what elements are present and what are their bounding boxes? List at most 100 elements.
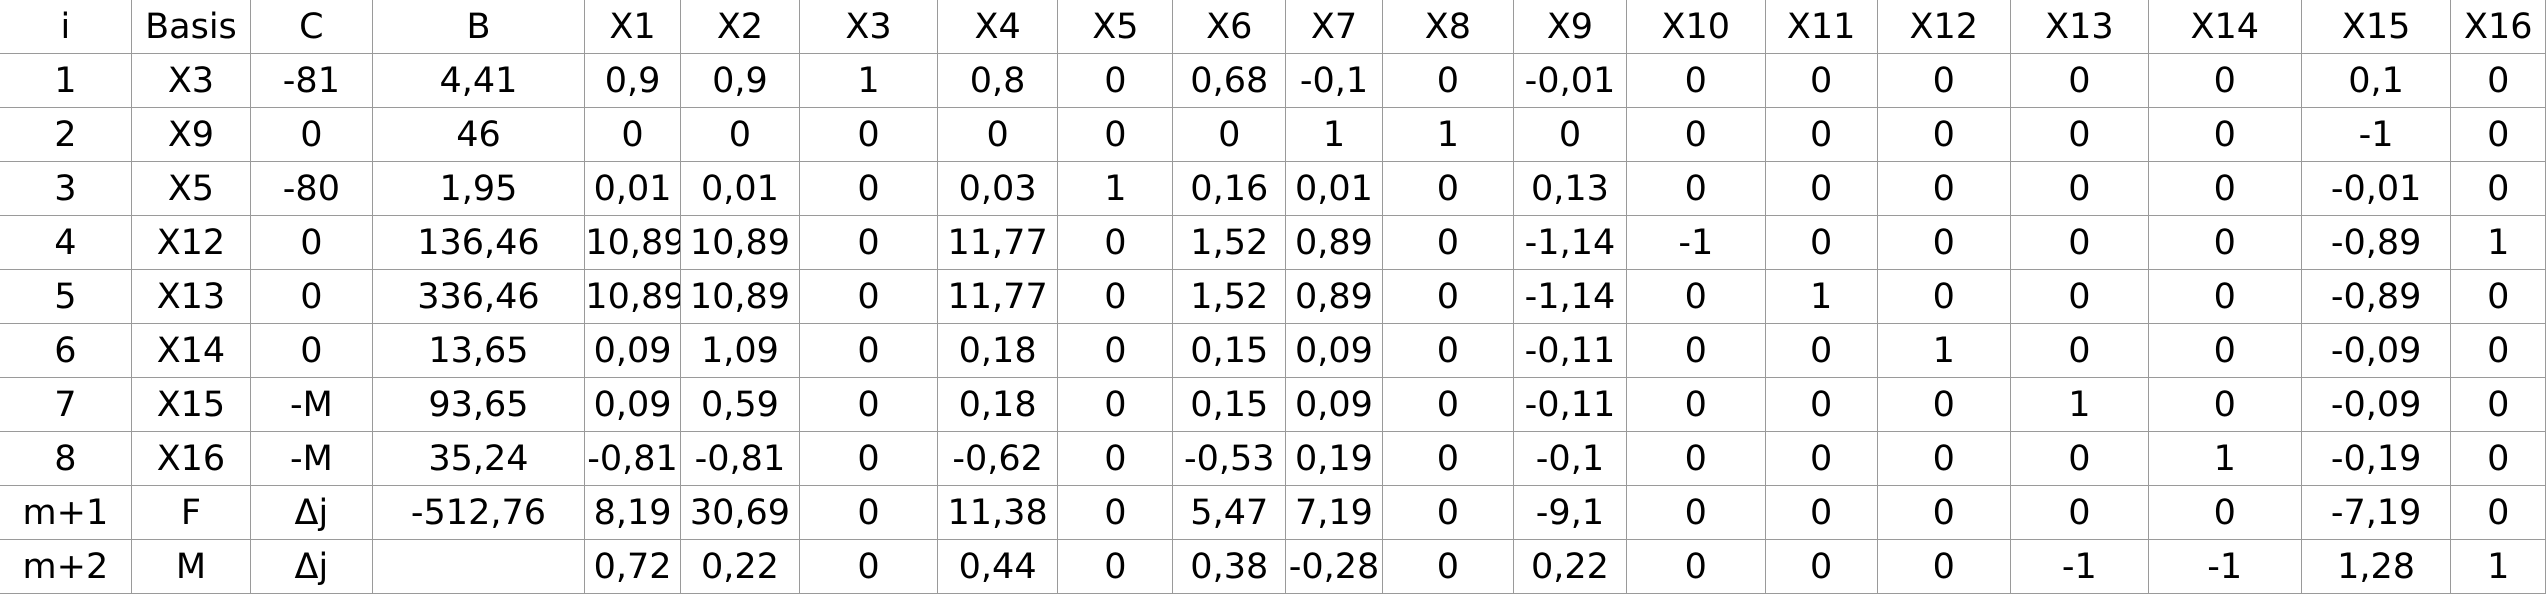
table-cell[interactable]: 0: [250, 323, 373, 378]
table-cell[interactable]: 0: [2009, 431, 2149, 486]
table-cell[interactable]: 1: [1764, 269, 1878, 324]
table-cell[interactable]: 0: [799, 323, 938, 378]
table-cell[interactable]: -M: [250, 431, 373, 486]
table-cell[interactable]: 11,38: [936, 485, 1059, 540]
table-cell[interactable]: -0,09: [2300, 323, 2452, 378]
table-cell[interactable]: 0: [1764, 485, 1878, 540]
table-cell[interactable]: 0: [250, 269, 373, 324]
table-cell[interactable]: 3: [0, 161, 132, 216]
column-header[interactable]: X7: [1285, 0, 1383, 54]
table-cell[interactable]: 0: [1172, 107, 1287, 162]
table-cell[interactable]: -0,1: [1285, 53, 1383, 108]
table-cell[interactable]: 1,09: [679, 323, 801, 378]
column-header[interactable]: X1: [584, 0, 681, 54]
table-cell[interactable]: 0: [1381, 377, 1515, 432]
table-cell[interactable]: 0: [1876, 161, 2011, 216]
column-header[interactable]: Basis: [130, 0, 252, 54]
table-cell[interactable]: 0: [1625, 485, 1766, 540]
table-cell[interactable]: 0: [2147, 485, 2302, 540]
table-cell[interactable]: 0,89: [1285, 269, 1383, 324]
column-header[interactable]: X5: [1057, 0, 1174, 54]
column-header[interactable]: B: [371, 0, 586, 54]
table-cell[interactable]: -7,19: [2300, 485, 2452, 540]
table-cell[interactable]: 1: [1057, 161, 1174, 216]
table-cell[interactable]: m+1: [0, 485, 132, 540]
table-cell[interactable]: 0: [2009, 161, 2149, 216]
table-cell[interactable]: 10,89: [584, 269, 681, 324]
table-cell[interactable]: -0,62: [936, 431, 1059, 486]
table-cell[interactable]: -M: [250, 377, 373, 432]
table-cell[interactable]: 1: [1876, 323, 2011, 378]
table-cell[interactable]: 7: [0, 377, 132, 432]
table-cell[interactable]: 0,01: [584, 161, 681, 216]
table-cell[interactable]: 0: [1876, 53, 2011, 108]
table-cell[interactable]: 0: [1625, 53, 1766, 108]
table-cell[interactable]: 30,69: [679, 485, 801, 540]
table-cell[interactable]: 0,09: [584, 323, 681, 378]
table-cell[interactable]: 0: [1513, 107, 1627, 162]
table-cell[interactable]: -0,11: [1513, 323, 1627, 378]
table-cell[interactable]: 0,18: [936, 323, 1059, 378]
table-cell[interactable]: 0: [2147, 107, 2302, 162]
table-cell[interactable]: 0: [2147, 215, 2302, 270]
table-cell[interactable]: 0: [2009, 323, 2149, 378]
table-cell[interactable]: 0: [1057, 485, 1174, 540]
table-cell[interactable]: 0: [799, 269, 938, 324]
table-cell[interactable]: 0: [2147, 323, 2302, 378]
table-cell[interactable]: 0,03: [936, 161, 1059, 216]
table-cell[interactable]: 0,9: [679, 53, 801, 108]
column-header[interactable]: i: [0, 0, 132, 54]
table-cell[interactable]: 0: [1381, 539, 1515, 594]
table-cell[interactable]: 0,9: [584, 53, 681, 108]
table-cell[interactable]: 0: [936, 107, 1059, 162]
table-cell[interactable]: X9: [130, 107, 252, 162]
table-cell[interactable]: 0: [1057, 53, 1174, 108]
column-header[interactable]: X4: [936, 0, 1059, 54]
table-cell[interactable]: 6: [0, 323, 132, 378]
table-cell[interactable]: 7,19: [1285, 485, 1383, 540]
table-cell[interactable]: 5: [0, 269, 132, 324]
table-cell[interactable]: 0: [1057, 323, 1174, 378]
table-cell[interactable]: -0,1: [1513, 431, 1627, 486]
table-cell[interactable]: 8: [0, 431, 132, 486]
table-cell[interactable]: 5,47: [1172, 485, 1287, 540]
table-cell[interactable]: 0,68: [1172, 53, 1287, 108]
column-header[interactable]: X14: [2147, 0, 2302, 54]
table-cell[interactable]: -0,19: [2300, 431, 2452, 486]
table-cell[interactable]: 0: [2450, 107, 2546, 162]
column-header[interactable]: X10: [1625, 0, 1766, 54]
table-cell[interactable]: 0,13: [1513, 161, 1627, 216]
table-cell[interactable]: 0: [2147, 377, 2302, 432]
table-cell[interactable]: 0: [1764, 215, 1878, 270]
table-cell[interactable]: 0: [1876, 377, 2011, 432]
table-cell[interactable]: -0,11: [1513, 377, 1627, 432]
table-cell[interactable]: 0: [250, 107, 373, 162]
table-cell[interactable]: 0: [1057, 377, 1174, 432]
table-cell[interactable]: 0,15: [1172, 377, 1287, 432]
table-cell[interactable]: 0,18: [936, 377, 1059, 432]
table-cell[interactable]: 0: [1057, 431, 1174, 486]
table-cell[interactable]: 11,77: [936, 269, 1059, 324]
table-cell[interactable]: 0: [799, 377, 938, 432]
table-cell[interactable]: 0: [1625, 377, 1766, 432]
table-cell[interactable]: 46: [371, 107, 586, 162]
table-cell[interactable]: 13,65: [371, 323, 586, 378]
table-cell[interactable]: 0,8: [936, 53, 1059, 108]
table-cell[interactable]: -1: [2009, 539, 2149, 594]
table-cell[interactable]: -0,81: [679, 431, 801, 486]
table-cell[interactable]: 10,89: [584, 215, 681, 270]
table-cell[interactable]: 0,59: [679, 377, 801, 432]
table-cell[interactable]: 0: [1764, 431, 1878, 486]
table-cell[interactable]: -0,89: [2300, 215, 2452, 270]
table-cell[interactable]: 0: [1625, 323, 1766, 378]
table-cell[interactable]: 0: [1625, 269, 1766, 324]
table-cell[interactable]: 0: [799, 107, 938, 162]
table-cell[interactable]: 0: [1625, 431, 1766, 486]
table-cell[interactable]: X15: [130, 377, 252, 432]
table-cell[interactable]: 0,89: [1285, 215, 1383, 270]
table-cell[interactable]: 0: [1876, 539, 2011, 594]
column-header[interactable]: X16: [2450, 0, 2546, 54]
column-header[interactable]: X13: [2009, 0, 2149, 54]
table-cell[interactable]: 2: [0, 107, 132, 162]
table-cell[interactable]: 4,41: [371, 53, 586, 108]
